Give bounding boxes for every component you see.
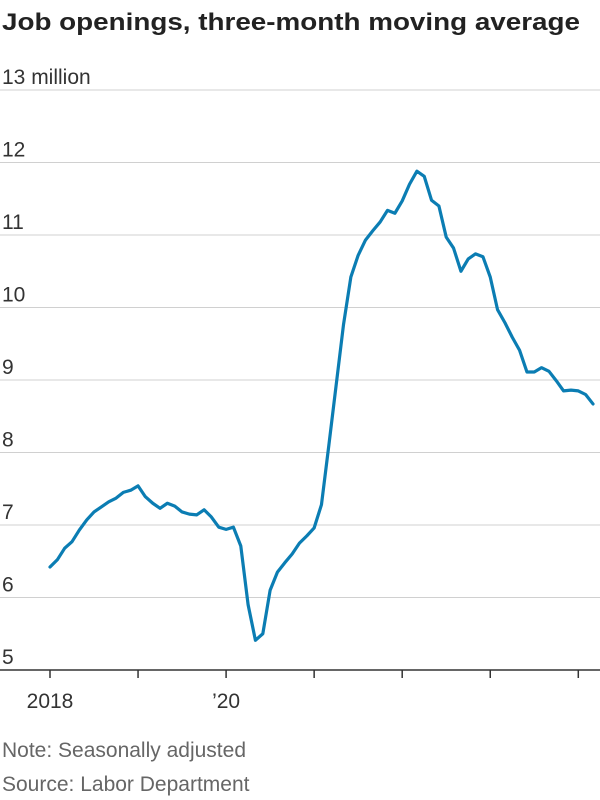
source: Source: Labor Department (2, 773, 250, 796)
y-tick-label: 9 (2, 356, 14, 379)
x-tick-label: 2018 (27, 690, 74, 713)
chart-title: Job openings, three-month moving average (2, 9, 580, 36)
y-tick-label: 7 (2, 501, 14, 524)
y-tick-label: 6 (2, 574, 14, 597)
y-tick-label: 11 (2, 211, 24, 234)
y-tick-label: 5 (2, 646, 14, 669)
y-tick-label: 13 million (2, 66, 91, 89)
y-tick-label: 10 (2, 284, 25, 307)
y-tick-label: 12 (2, 139, 25, 162)
note: Note: Seasonally adjusted (2, 739, 246, 762)
y-tick-label: 8 (2, 429, 14, 452)
x-tick-label: ’20 (212, 690, 240, 713)
data-line (48, 169, 595, 642)
